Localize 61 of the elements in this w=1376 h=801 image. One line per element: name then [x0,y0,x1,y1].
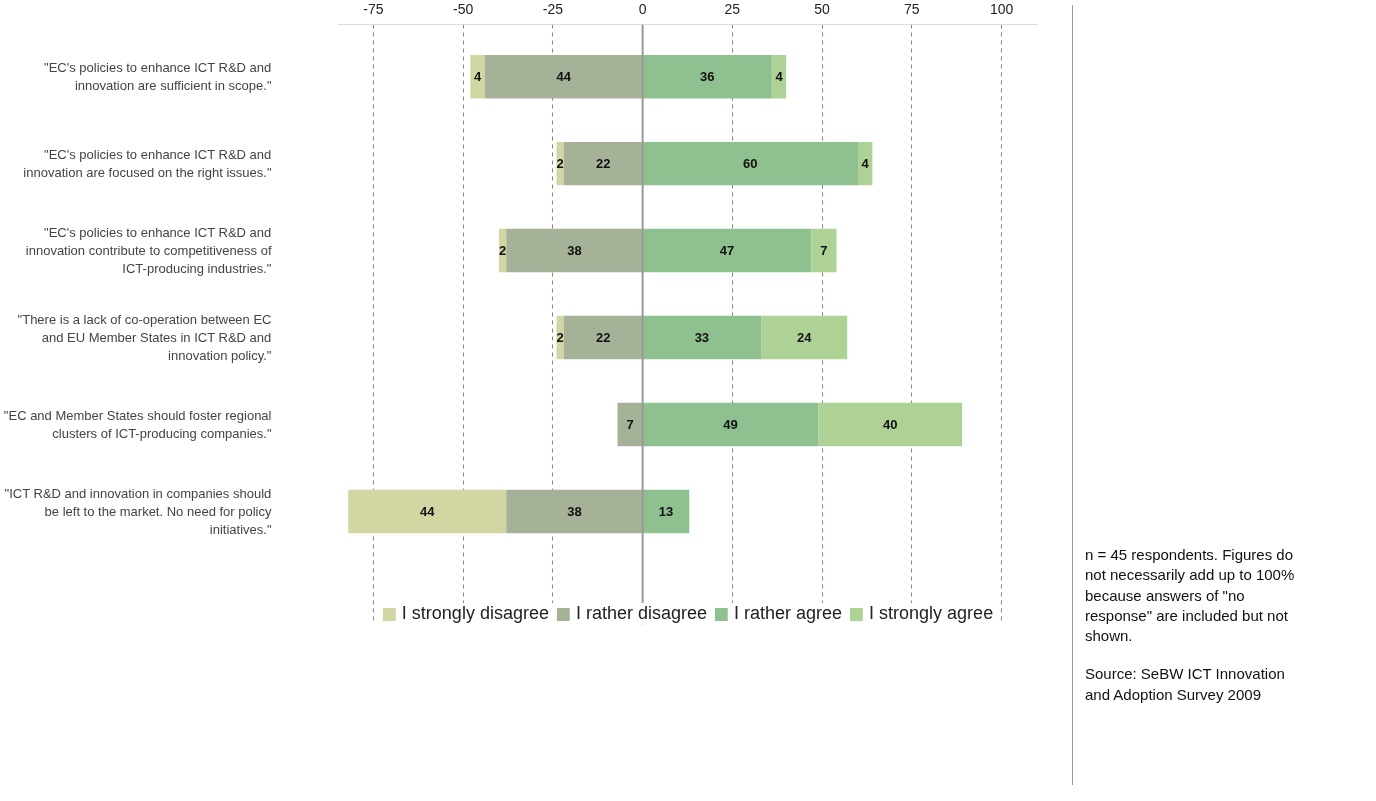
data-label: 60 [743,156,758,172]
bar [811,228,837,273]
x-tick-label: 50 [814,0,831,17]
bar [563,315,643,360]
bar [642,489,690,534]
bar [642,228,812,273]
bar [642,402,819,447]
x-tick-label: 100 [989,0,1014,17]
data-label: 22 [595,330,611,346]
x-tick-label: -75 [363,0,384,17]
data-label: 7 [820,243,828,259]
data-label: 13 [658,503,674,519]
data-label: 47 [719,243,735,259]
bar [506,228,643,273]
y-tick-label: "EC's policies to enhance ICT R&D and innovation are sufficient in scope." [44,60,272,94]
bar [556,141,564,186]
bar [556,315,564,360]
x-tick-label: 25 [724,0,741,17]
x-tick-label: 75 [904,0,920,17]
data-label: 7 [626,417,634,432]
bar [617,402,643,447]
bar [642,54,772,99]
source-note: Source: SeBW ICT Innovation and Adoption Survey 2009 [1085,664,1286,705]
data-label: 44 [556,69,572,85]
data-label: 2 [499,243,507,259]
data-label: 49 [723,417,738,432]
data-label: 24 [796,330,813,346]
data-label: 44 [420,503,436,519]
y-tick-label: "EC's policies to enhance ICT R&D and innovation are focused on the right issues." [23,147,272,181]
data-label: 22 [595,156,611,172]
data-label: 33 [694,330,710,346]
data-label: 2 [556,330,564,346]
legend-label: I rather agree [734,603,843,624]
y-tick-label: "EC's policies to enhance ICT R&D and innovation contribute to competitiveness of ICT-producing industries." [25,225,272,277]
data-label: 40 [883,417,898,432]
y-tick-label: "ICT R&D and innovation in companies should be left to the market. No need for policy initiatives." [4,485,272,537]
bar [642,141,859,186]
bar [761,315,848,360]
bar [484,54,643,99]
data-label: 4 [861,156,870,172]
data-label: 38 [567,243,582,259]
legend-label: I strongly agree [869,603,994,624]
y-tick-label: "EC and Member States should foster regional clusters of ICT-producing companies." [3,408,272,441]
bar [642,315,762,360]
x-tick-label: -50 [453,0,474,17]
bar [470,54,485,99]
y-tick-label: "There is a lack of co-operation between EC and EU Member States in ICT R&D and innovation policy." [17,312,272,364]
data-label: 36 [700,69,715,85]
legend-label: I rather disagree [575,603,708,624]
bar [348,489,507,534]
x-tick-label: 0 [638,0,647,17]
bar [818,402,963,447]
data-label: 38 [567,503,582,519]
bar [563,141,643,186]
bar [506,489,643,534]
legend-label: I strongly disagree [401,603,549,624]
x-tick-label: -25 [542,0,564,17]
data-label: 4 [775,69,784,85]
text: n = 45 respondents. Figures do not necessarily add up to 100% because answers of "no response" are included but not shown. [1085,545,1296,646]
data-label: 4 [473,69,482,85]
data-label: 2 [556,156,564,172]
